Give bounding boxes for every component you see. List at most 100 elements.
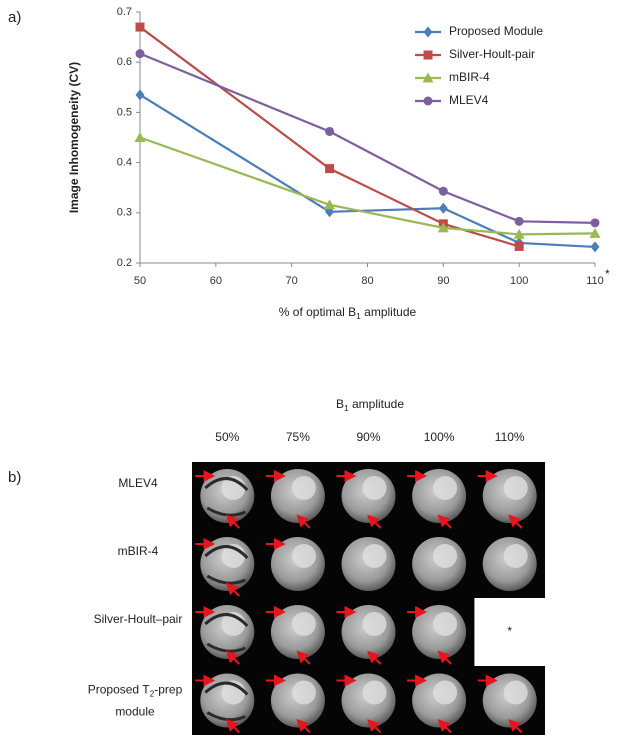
marker <box>422 72 434 83</box>
phantom-insert <box>362 544 387 568</box>
row-label: MLEV4 <box>118 476 158 490</box>
marker <box>134 132 146 142</box>
arrow <box>437 514 452 529</box>
x-tick-label: 90 <box>437 275 449 287</box>
marker <box>589 227 601 238</box>
line-chart: 0.2 0.3 0.4 0.5 0.6 0.7 50 60 70 80 90 100 110 Image … <box>67 6 610 321</box>
subscript: 2 <box>150 689 155 699</box>
marker <box>438 202 448 214</box>
y-tick-label: 0.5 <box>117 106 132 118</box>
text-part: Proposed T <box>88 683 150 697</box>
phantom-insert <box>503 544 528 568</box>
marker <box>423 50 433 60</box>
arrow <box>225 650 241 665</box>
marker <box>135 89 145 101</box>
marker <box>514 241 524 251</box>
marker <box>324 199 336 210</box>
legend-label: mBIR-4 <box>449 70 490 84</box>
y-tick-label: 0.6 <box>117 56 132 68</box>
column-label: 100% <box>424 430 455 444</box>
phantom-insert <box>362 680 387 705</box>
marker <box>590 241 600 253</box>
arrow <box>367 719 382 734</box>
missing-note: * <box>507 624 512 638</box>
phantom-insert <box>433 544 458 568</box>
subscript: 1 <box>344 403 349 413</box>
x-tick-label: 100 <box>510 275 528 287</box>
column-label: 75% <box>286 430 310 444</box>
phantom-insert <box>503 476 528 500</box>
phantom-insert <box>503 680 528 705</box>
x-tick-label: 80 <box>361 275 373 287</box>
x-tick-label: 50 <box>134 275 146 287</box>
row-label: Silver-Hoult–pair <box>94 612 183 626</box>
grid-title: B1 amplitude <box>336 397 404 413</box>
series-line <box>139 26 520 248</box>
y-tick-label: 0.7 <box>117 6 132 18</box>
y-tick-label: 0.4 <box>117 157 132 169</box>
marker <box>437 222 449 233</box>
y-axis-label: Image Inhomogeneity (CV) <box>67 62 81 213</box>
legend-label: MLEV4 <box>449 93 489 107</box>
phantom-insert <box>291 612 316 636</box>
row-label: Proposed T2-prep <box>88 683 183 699</box>
arrow <box>296 650 311 665</box>
phantom-insert <box>433 612 458 636</box>
text-part: % of optimal B <box>279 305 356 319</box>
column-label: 90% <box>356 430 380 444</box>
empty-cell <box>474 598 546 666</box>
marker <box>513 228 525 239</box>
arrow <box>508 514 523 529</box>
x-tick-label: 110 <box>586 275 604 287</box>
text-part: amplitude <box>349 397 405 411</box>
annotation: * <box>605 267 610 281</box>
arrow <box>367 514 382 529</box>
marker <box>423 26 433 38</box>
marker <box>423 96 433 106</box>
panel-label: b) <box>8 469 21 486</box>
row-label: mBIR-4 <box>118 544 159 558</box>
marker <box>135 49 145 59</box>
legend-label: Silver-Hoult-pair <box>449 47 535 61</box>
subscript: 1 <box>356 311 361 321</box>
phantom-insert <box>362 612 387 636</box>
phantom-insert <box>291 476 316 500</box>
arrow <box>437 719 452 734</box>
x-tick-label: 60 <box>210 275 222 287</box>
arrow <box>367 650 382 665</box>
series-line <box>139 93 596 249</box>
phantom-insert <box>362 476 387 500</box>
phantom-insert <box>433 680 458 705</box>
arrow <box>225 719 241 734</box>
text-part: -prep <box>154 683 182 697</box>
legend-label: Proposed Module <box>449 24 543 38</box>
x-tick-label: 70 <box>286 275 298 287</box>
y-tick-label: 0.2 <box>117 257 132 269</box>
marker <box>514 216 524 226</box>
marker <box>325 164 335 174</box>
arrow <box>296 514 311 529</box>
phantom-insert <box>433 476 458 500</box>
image-grid: B1 amplitude 50% 75% 90% 100% 110% MLEV4 mBIR-4… <box>88 397 546 735</box>
panel-label: a) <box>8 9 21 26</box>
row-label: module <box>115 705 155 719</box>
arrow <box>225 514 241 529</box>
x-axis-label: % of optimal B1 amplitude <box>279 305 417 321</box>
y-tick-label: 0.3 <box>117 207 132 219</box>
arrow <box>225 582 241 597</box>
arrow <box>508 719 523 734</box>
text-part: B <box>336 397 344 411</box>
phantom-insert <box>291 680 316 705</box>
marker <box>135 22 145 32</box>
arrow <box>437 650 452 665</box>
marker <box>325 126 335 136</box>
column-label: 50% <box>215 430 239 444</box>
arrow <box>296 719 311 734</box>
phantom-insert <box>291 544 316 568</box>
column-label: 110% <box>495 430 525 444</box>
text-part: amplitude <box>361 305 417 319</box>
marker <box>438 186 448 196</box>
marker <box>590 218 600 228</box>
